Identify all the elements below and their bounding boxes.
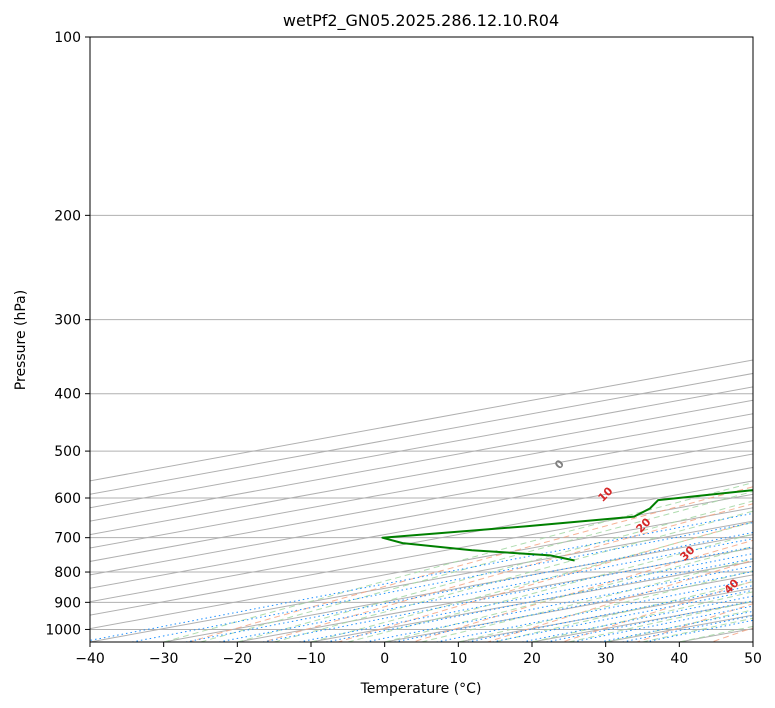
x-tick-label: 40 [670,651,688,667]
dry-adiabat-line [562,580,753,642]
mixing-ratio-line [326,558,753,642]
y-tick-label: 100 [54,30,81,46]
dry-adiabat-line [487,559,753,642]
x-tick-label: −40 [75,651,105,667]
x-tick-label: 30 [597,651,615,667]
axes: −40 −30 −20 −10 0 10 20 30 40 50 1000 900 800 700 600 5… [45,30,762,667]
y-tick-label: 200 [54,208,81,224]
isotherm-gridline [90,426,753,549]
profile-lines [381,489,753,562]
y-tick-label: 1000 [45,622,81,638]
isotherm-gridline [90,440,753,562]
mixing-ratio-line [365,565,753,642]
isotherm-gridline [163,534,753,642]
x-tick-label: 10 [449,651,467,667]
mixing-ratio-line [262,546,753,642]
y-tick-label: 800 [54,565,81,581]
x-axis-title: Temperature (°C) [360,681,482,697]
x-tick-label: −20 [223,651,253,667]
x-tick-label: −10 [296,651,326,667]
x-tick-label: 20 [523,651,541,667]
mixing-ratio-line [299,553,753,642]
moist-adiabat-line [163,482,753,642]
x-tick-label: −30 [149,651,179,667]
isotherm-gridline [90,480,753,603]
dewpoint-profile-line [381,489,753,562]
x-tick-label: 50 [744,651,762,667]
moist-adiabat-line [568,600,753,642]
isotherm-gridline [90,466,753,589]
y-tick-label: 300 [54,313,81,329]
moist-adiabat-line [274,510,753,642]
moist-adiabat-line [310,521,753,642]
y-axis-title: Pressure (hPa) [13,290,29,390]
y-tick-label: 500 [54,444,81,460]
y-tick-label: 900 [54,595,81,611]
chart-title: wetPf2_GN05.2025.286.12.10.R04 [283,11,559,31]
y-tick-label: 600 [54,491,81,507]
x-tick-label: 0 [380,651,389,667]
moist-adiabat-line [421,558,753,642]
isotherm-gridline [90,453,753,576]
y-tick-label: 700 [54,531,81,547]
dry-adiabat-line [188,486,753,642]
moist-adiabat-line [458,570,753,642]
mixing-ratio-line [90,512,753,641]
moist-adiabat-line [384,545,753,642]
moist-adiabat-line [495,581,753,642]
mixing-ratio-line [394,571,753,642]
plot-frame [89,36,754,643]
moist-adiabat-line [200,490,753,642]
isotherm-gridline [90,493,753,616]
background-lines [90,37,753,642]
y-tick-label: 400 [54,387,81,403]
